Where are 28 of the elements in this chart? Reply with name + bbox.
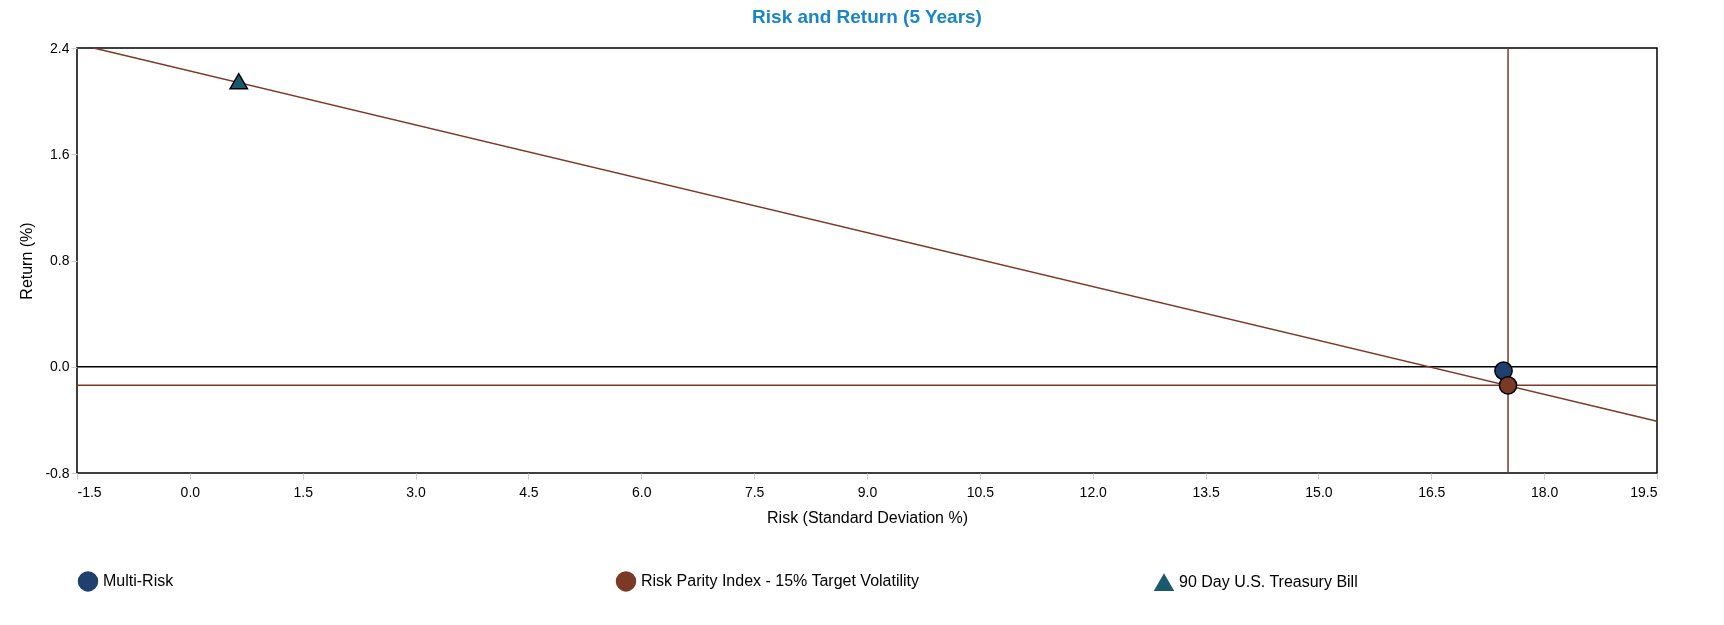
x-axis-title: Risk (Standard Deviation %) — [767, 508, 968, 526]
x-tick-label: 10.5 — [966, 483, 995, 500]
y-tick-label: 0.8 — [50, 252, 70, 268]
x-tick-label: 9.0 — [857, 483, 878, 500]
y-tick-label: 1.6 — [50, 145, 70, 162]
x-tick-label: 4.5 — [519, 483, 539, 500]
x-tick-label: 12.0 — [1079, 483, 1108, 500]
point — [1498, 375, 1518, 395]
x-tick-label: 16.5 — [1418, 483, 1446, 500]
x-tick-label: 7.5 — [744, 483, 765, 500]
y-tick-label: -0.8 — [45, 464, 70, 481]
x-tick-label: 15.0 — [1305, 483, 1333, 500]
x-tick-label: 1.5 — [293, 483, 314, 500]
x-tick-label: 0.0 — [180, 483, 201, 500]
x-tick-label: 18.0 — [1531, 483, 1559, 500]
x-tick-label: 13.5 — [1192, 483, 1220, 500]
point — [229, 72, 249, 90]
y-tick-label: 2.4 — [50, 39, 70, 56]
legend-label: 90 Day U.S. Treasury Bill — [1179, 573, 1358, 591]
x-tick-label: 19.5 — [1630, 483, 1658, 500]
chart-title: Risk and Return (5 Years) — [752, 6, 982, 27]
x-tick-label: 3.0 — [406, 483, 427, 500]
x-tick-label: -1.5 — [77, 483, 102, 500]
legend-label: Risk Parity Index - 15% Target Volatility — [641, 572, 920, 590]
y-axis-title: Return (%) — [18, 222, 36, 300]
x-tick-label: 6.0 — [632, 483, 652, 500]
legend-label: Multi-Risk — [103, 572, 175, 590]
y-tick-label: 0.0 — [50, 358, 70, 375]
